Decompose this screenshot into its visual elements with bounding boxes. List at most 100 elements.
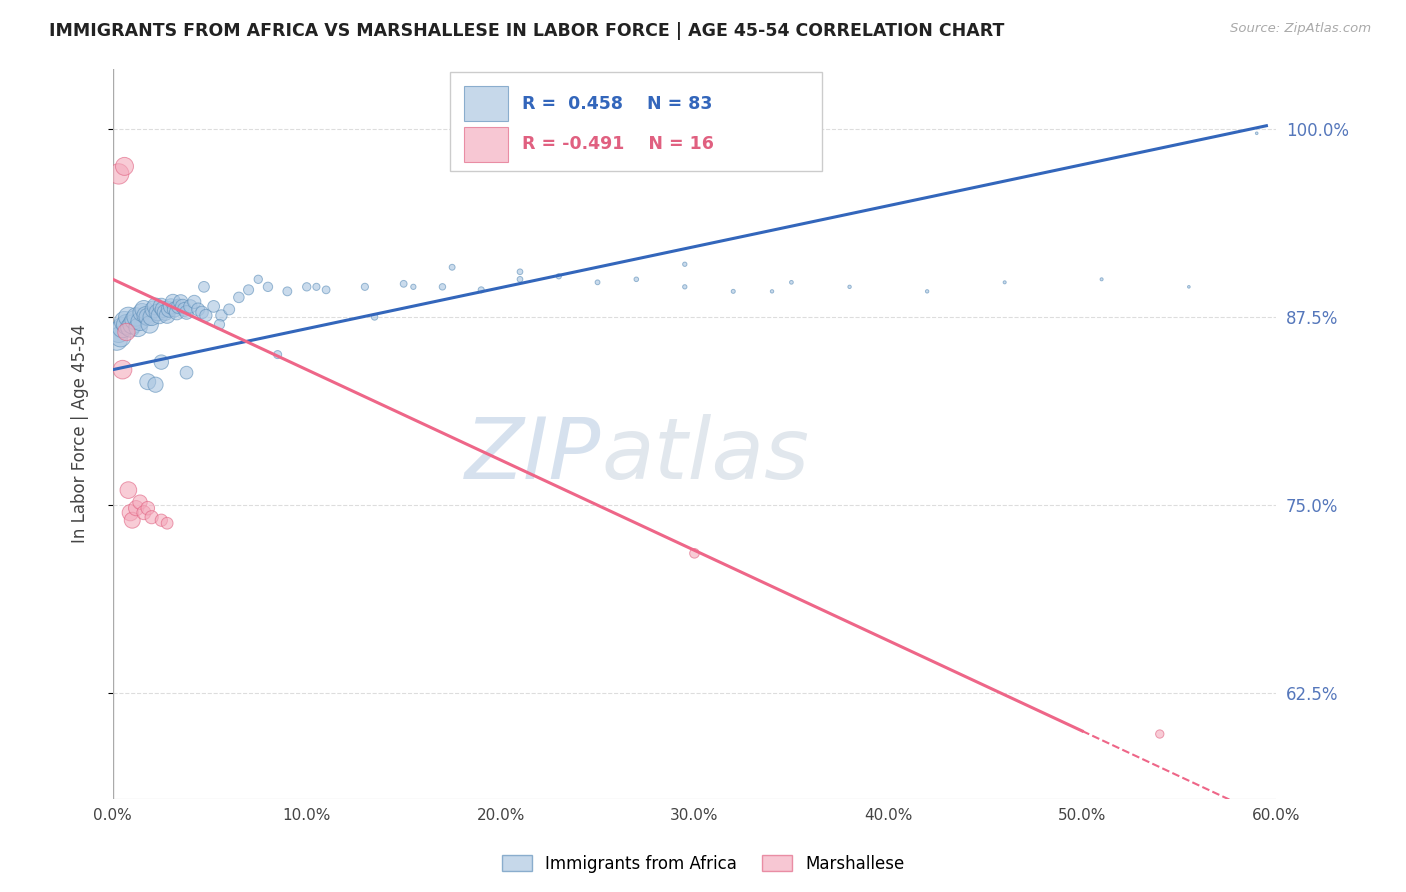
- Point: [994, 276, 1017, 290]
- Point: [547, 269, 569, 284]
- Point: [107, 325, 129, 339]
- Point: [1091, 272, 1114, 286]
- Point: [179, 300, 201, 314]
- Point: [153, 305, 176, 319]
- Point: [157, 302, 180, 317]
- Point: [441, 260, 464, 275]
- Point: [114, 314, 136, 328]
- Point: [305, 280, 328, 294]
- Point: [146, 305, 169, 319]
- Point: [125, 501, 148, 516]
- Point: [683, 546, 706, 560]
- Point: [218, 302, 240, 317]
- Point: [111, 320, 134, 334]
- Point: [173, 302, 195, 317]
- Point: [129, 495, 152, 509]
- Point: [152, 302, 174, 317]
- Point: [136, 375, 159, 389]
- Point: [402, 280, 425, 294]
- Point: [121, 513, 143, 527]
- Point: [1149, 727, 1171, 741]
- Point: [1246, 126, 1268, 140]
- Point: [129, 314, 152, 328]
- FancyBboxPatch shape: [464, 86, 509, 121]
- Point: [187, 302, 209, 317]
- Point: [110, 329, 132, 343]
- Point: [257, 280, 280, 294]
- Point: [172, 300, 194, 314]
- Point: [132, 506, 155, 520]
- Point: [162, 294, 184, 309]
- Point: [125, 310, 148, 324]
- Point: [107, 167, 129, 181]
- Point: [105, 333, 128, 347]
- Point: [209, 309, 232, 323]
- Point: [142, 302, 165, 317]
- Legend: Immigrants from Africa, Marshallese: Immigrants from Africa, Marshallese: [495, 848, 911, 880]
- Point: [509, 265, 531, 279]
- Point: [135, 309, 157, 323]
- Text: Source: ZipAtlas.com: Source: ZipAtlas.com: [1230, 22, 1371, 36]
- Point: [156, 309, 179, 323]
- Point: [228, 290, 250, 304]
- Point: [470, 283, 492, 297]
- Point: [509, 272, 531, 286]
- Point: [315, 283, 337, 297]
- Point: [167, 300, 190, 314]
- Point: [392, 277, 415, 291]
- Point: [120, 320, 142, 334]
- Point: [150, 355, 173, 369]
- Point: [202, 300, 225, 314]
- Point: [150, 513, 173, 527]
- Point: [132, 302, 155, 317]
- Point: [723, 285, 745, 299]
- Point: [354, 280, 377, 294]
- Point: [141, 310, 163, 324]
- Point: [131, 305, 153, 319]
- Point: [148, 309, 170, 323]
- Point: [170, 294, 193, 309]
- Point: [160, 300, 183, 314]
- Point: [163, 302, 186, 317]
- Point: [115, 325, 138, 339]
- Point: [838, 280, 860, 294]
- Point: [176, 366, 198, 380]
- FancyBboxPatch shape: [464, 127, 509, 162]
- Point: [136, 310, 159, 324]
- Point: [166, 305, 188, 319]
- Text: IMMIGRANTS FROM AFRICA VS MARSHALLESE IN LABOR FORCE | AGE 45-54 CORRELATION CHA: IMMIGRANTS FROM AFRICA VS MARSHALLESE IN…: [49, 22, 1004, 40]
- Point: [586, 276, 609, 290]
- FancyBboxPatch shape: [450, 72, 823, 170]
- Point: [266, 348, 288, 362]
- Point: [176, 305, 198, 319]
- Point: [1178, 280, 1201, 294]
- Point: [117, 483, 139, 497]
- Point: [138, 318, 160, 332]
- Point: [673, 280, 696, 294]
- Point: [120, 506, 142, 520]
- Point: [114, 160, 136, 174]
- Point: [115, 318, 138, 332]
- Point: [111, 362, 134, 376]
- Point: [238, 283, 260, 297]
- Point: [295, 280, 318, 294]
- Point: [150, 300, 173, 314]
- Y-axis label: In Labor Force | Age 45-54: In Labor Force | Age 45-54: [72, 324, 89, 543]
- Point: [145, 300, 167, 314]
- Point: [276, 285, 298, 299]
- Point: [136, 501, 159, 516]
- Point: [156, 516, 179, 531]
- Point: [191, 305, 214, 319]
- Text: atlas: atlas: [602, 414, 810, 497]
- Text: ZIP: ZIP: [465, 414, 602, 497]
- Point: [193, 280, 215, 294]
- Point: [363, 310, 385, 324]
- Point: [194, 309, 217, 323]
- Point: [626, 272, 648, 286]
- Point: [141, 510, 163, 524]
- Point: [127, 320, 149, 334]
- Point: [915, 285, 938, 299]
- Point: [761, 285, 783, 299]
- Point: [673, 257, 696, 271]
- Point: [780, 276, 803, 290]
